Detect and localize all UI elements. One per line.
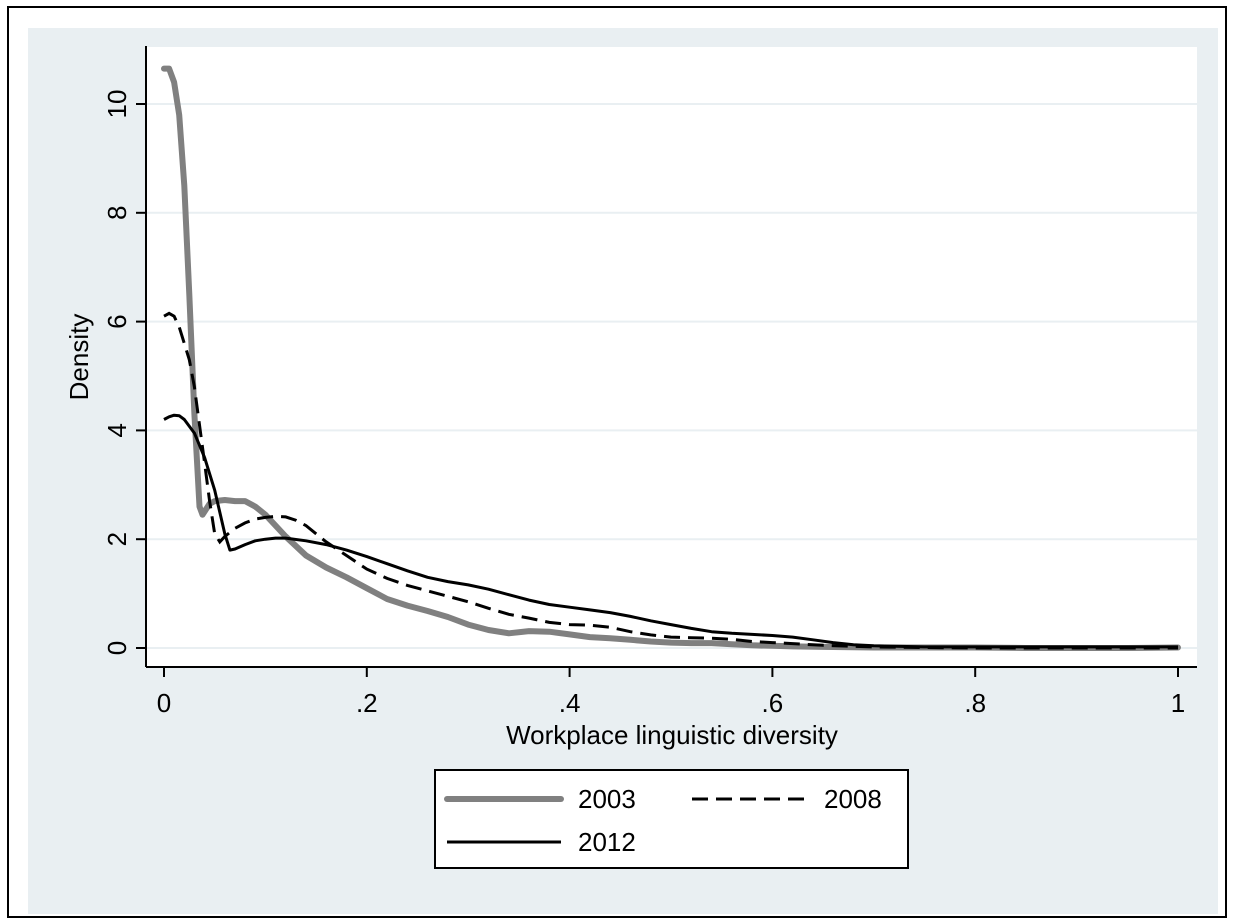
x-tick-label-2: .4 — [559, 688, 581, 718]
x-tick-label-0: 0 — [157, 688, 171, 718]
y-tick-label-4: 8 — [102, 206, 132, 220]
plot-area — [147, 47, 1197, 667]
legend-label-2003: 2003 — [578, 784, 636, 814]
legend-label-2008: 2008 — [824, 784, 882, 814]
y-tick-label-1: 2 — [102, 532, 132, 546]
x-tick-label-5: 1 — [1171, 688, 1185, 718]
x-tick-label-3: .6 — [762, 688, 784, 718]
x-tick-label-4: .8 — [964, 688, 986, 718]
x-tick-label-1: .2 — [356, 688, 378, 718]
series-line-2003 — [161, 65, 1181, 651]
y-ticks: 0 2 4 6 8 10 — [102, 90, 146, 655]
legend: 2003 2008 2012 — [434, 769, 909, 869]
series-layer — [161, 65, 1181, 651]
legend-box — [434, 769, 909, 869]
y-axis-title: Density — [64, 314, 94, 401]
x-axis-title: Workplace linguistic diversity — [506, 720, 838, 750]
y-tick-label-2: 4 — [102, 423, 132, 437]
axes — [145, 46, 1197, 668]
y-tick-label-5: 10 — [102, 90, 132, 119]
y-tick-label-3: 6 — [102, 314, 132, 328]
x-ticks: 0 .2 .4 .6 .8 1 — [157, 667, 1185, 718]
chart-frame — [7, 6, 1227, 918]
y-tick-label-0: 0 — [102, 641, 132, 655]
series-line-2012 — [163, 413, 1178, 649]
series-line-2008 — [163, 311, 1178, 650]
legend-label-2012: 2012 — [578, 827, 636, 857]
